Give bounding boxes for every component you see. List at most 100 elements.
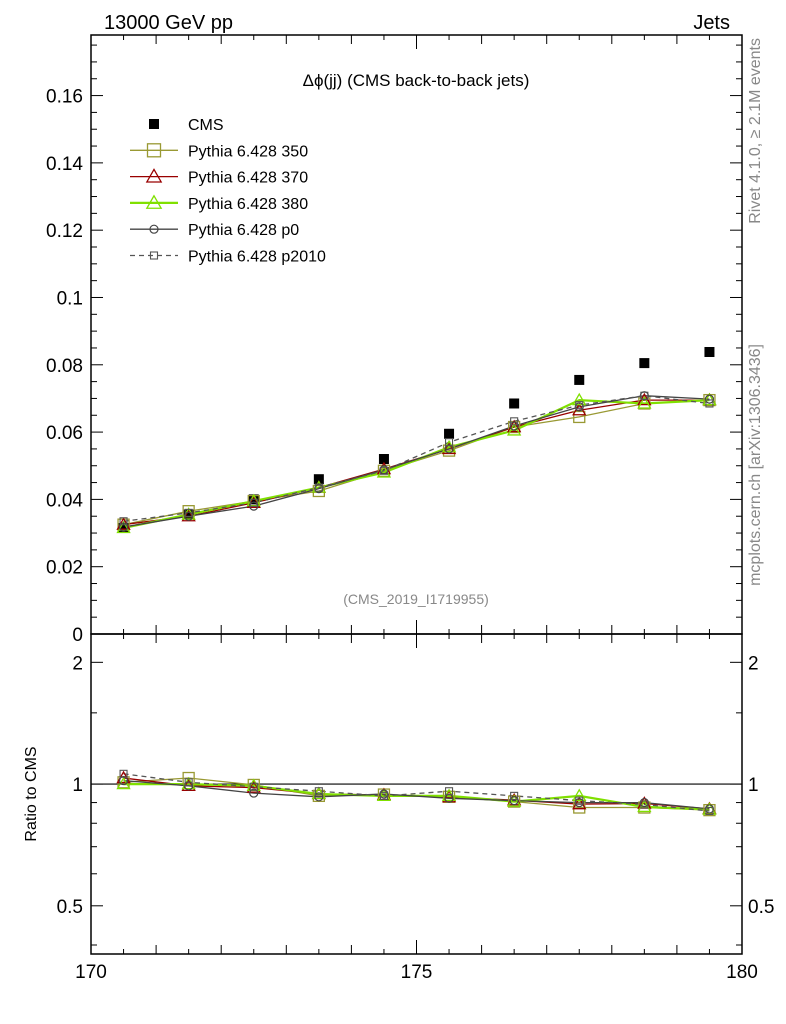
main-y-axis — [91, 44, 742, 635]
main-x-axis — [90, 35, 743, 634]
data-point-pythia-6-428-p0 — [444, 444, 454, 454]
ratio-y-tick-label-right: 2 — [748, 653, 759, 674]
ratio-y-tick-label-right: 1 — [748, 775, 759, 796]
ratio-point-pythia-6-428-380 — [572, 788, 587, 802]
ratio-point-pythia-6-428-p2010 — [379, 791, 389, 800]
data-point-pythia-6-428-380 — [637, 396, 652, 409]
data-point-pythia-6-428-p2010 — [575, 401, 584, 410]
data-point-pythia-6-428-p2010 — [444, 438, 454, 447]
ratio-point-pythia-6-428-p2010 — [510, 791, 519, 800]
data-point-pythia-6-428-370 — [506, 419, 522, 433]
ratio-line-pythia-6-428-370 — [123, 777, 710, 810]
ratio-point-pythia-6-428-p2010 — [444, 787, 454, 796]
ratio-y-axis-label: Ratio to CMS — [23, 746, 40, 841]
series-line-pythia-6-428-p2010 — [123, 395, 710, 522]
data-point-cms — [378, 454, 389, 465]
ratio-point-pythia-6-428-p0 — [509, 796, 519, 806]
legend-label-pythia-6-428-350: Pythia 6.428 350 — [188, 143, 308, 160]
y-tick-label: 0.06 — [46, 423, 83, 444]
header-right: Jets — [693, 12, 730, 34]
data-point-pythia-6-428-p0 — [704, 394, 715, 404]
ratio-line-pythia-6-428-p2010 — [123, 773, 710, 812]
y-tick-label: 0.12 — [46, 221, 83, 242]
ratio-point-pythia-6-428-p2010 — [119, 769, 128, 778]
ratio-point-pythia-6-428-p2010 — [575, 796, 584, 805]
x-tick-label: 170 — [75, 962, 107, 983]
legend-label-pythia-6-428-p0: Pythia 6.428 p0 — [188, 222, 299, 239]
data-point-pythia-6-428-p2010 — [510, 417, 519, 426]
series-line-pythia-6-428-p0 — [123, 395, 710, 528]
data-point-pythia-6-428-380 — [116, 520, 131, 534]
ratio-point-pythia-6-428-350 — [182, 771, 195, 785]
data-point-cms — [509, 398, 520, 409]
data-point-cms — [639, 358, 650, 369]
ratio-point-pythia-6-428-p0 — [249, 788, 259, 798]
data-point-cms — [444, 428, 455, 439]
series-line-pythia-6-428-350 — [123, 399, 710, 526]
data-point-pythia-6-428-380 — [506, 423, 522, 436]
legend-label-cms: CMS — [188, 117, 224, 134]
data-point-pythia-6-428-p2010 — [249, 498, 258, 507]
data-point-pythia-6-428-p2010 — [379, 466, 389, 475]
x-tick-labels: 170 175 180 — [75, 962, 758, 983]
main-y-tick-labels: 0 0.02 0.04 0.06 0.08 0.1 0.12 0.14 0.16 — [46, 87, 83, 646]
data-point-cms — [574, 374, 585, 385]
y-tick-label: 0.1 — [57, 288, 83, 309]
ratio-y-tick-label-left: 1 — [72, 775, 83, 796]
series-line-pythia-6-428-380 — [123, 398, 710, 530]
ratio-y-tick-label-left: 0.5 — [57, 897, 83, 918]
y-tick-label: 0 — [72, 625, 83, 646]
y-tick-label: 0.16 — [46, 87, 83, 108]
ratio-point-pythia-6-428-p0 — [118, 775, 129, 786]
header-left: 13000 GeV pp — [104, 12, 233, 34]
ratio-x-axis — [90, 634, 743, 954]
data-point-pythia-6-428-p0 — [118, 522, 129, 532]
legend-marker-pythia-6-428-380 — [145, 194, 163, 209]
ratio-panel-frame — [90, 633, 743, 955]
legend-marker-pythia-6-428-370 — [145, 168, 163, 183]
ratio-point-pythia-6-428-p2010 — [184, 778, 193, 787]
legend-label-pythia-6-428-p2010: Pythia 6.428 p2010 — [188, 249, 326, 266]
legend-label-pythia-6-428-370: Pythia 6.428 370 — [188, 170, 308, 187]
legend-marker-cms — [149, 119, 159, 129]
rivet-version-label: Rivet 4.1.0, ≥ 2.1M events — [747, 38, 764, 224]
ratio-panel: 0.5 0.5 1 1 2 2 170 175 180 Ratio to CMS — [23, 633, 775, 983]
chart-title: Δϕ(jj) (CMS back-to-back jets) — [303, 71, 530, 90]
ratio-series — [116, 769, 717, 817]
mcplots-label: mcplots.cern.ch [arXiv:1306.3436] — [747, 344, 764, 586]
data-point-pythia-6-428-380 — [572, 392, 587, 406]
main-series — [116, 346, 717, 534]
y-tick-label: 0.08 — [46, 356, 83, 377]
legend-marker-pythia-6-428-350 — [146, 143, 162, 158]
ratio-point-pythia-6-428-p2010 — [705, 806, 714, 816]
legend: CMS Pythia 6.428 350 Pythia 6.428 370 Pythi… — [130, 117, 326, 266]
data-point-pythia-6-428-p0 — [509, 421, 519, 431]
data-point-pythia-6-428-p2010 — [705, 399, 714, 408]
ratio-point-pythia-6-428-380 — [506, 794, 522, 807]
ratio-point-pythia-6-428-p2010 — [314, 787, 323, 796]
legend-marker-pythia-6-428-p0 — [149, 224, 159, 234]
y-tick-label: 0.14 — [46, 154, 83, 175]
data-point-pythia-6-428-p2010 — [314, 483, 323, 492]
data-point-pythia-6-428-p2010 — [184, 508, 193, 517]
analysis-tag: (CMS_2019_I1719955) — [343, 591, 489, 607]
ratio-line-pythia-6-428-350 — [123, 777, 710, 811]
x-tick-label: 180 — [726, 962, 758, 983]
y-tick-label: 0.04 — [46, 490, 83, 511]
data-point-pythia-6-428-380 — [702, 392, 717, 406]
x-tick-label: 175 — [401, 962, 433, 983]
ratio-point-pythia-6-428-p2010 — [640, 800, 649, 809]
ratio-point-pythia-6-428-p2010 — [249, 782, 258, 791]
data-point-pythia-6-428-p2010 — [119, 517, 128, 526]
series-line-pythia-6-428-370 — [123, 399, 710, 526]
ratio-y-tick-labels: 0.5 0.5 1 1 2 2 — [57, 653, 775, 917]
y-tick-label: 0.02 — [46, 558, 83, 579]
data-point-cms — [183, 509, 194, 520]
data-point-cms — [118, 522, 129, 533]
legend-marker-pythia-6-428-p2010 — [149, 251, 159, 260]
ratio-y-tick-label-left: 2 — [72, 653, 83, 674]
ratio-point-pythia-6-428-p0 — [314, 792, 324, 802]
data-point-pythia-6-428-p2010 — [640, 391, 649, 400]
data-point-cms — [313, 474, 324, 485]
